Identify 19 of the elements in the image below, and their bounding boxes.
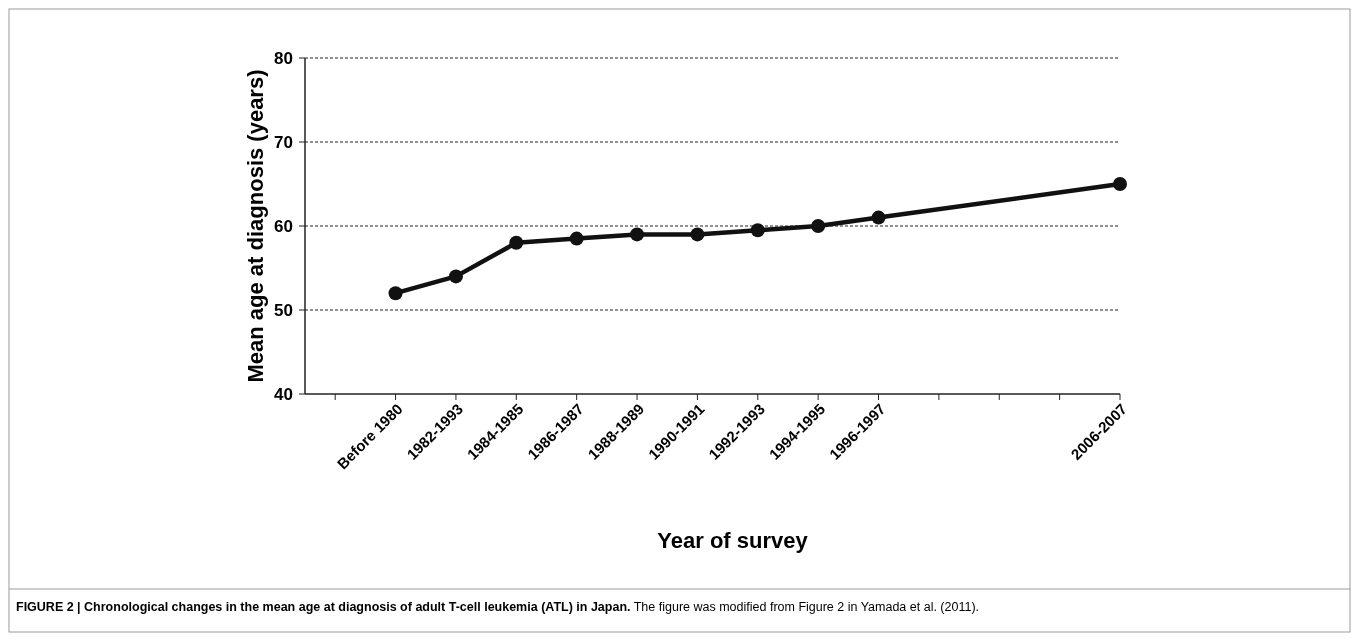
y-tick-label: 40 [274,384,293,404]
y-tick-label: 80 [274,48,293,68]
y-tick-label: 50 [274,300,293,320]
point [811,219,826,233]
point [1113,177,1127,191]
x-axis-title: Year of survey [657,528,809,553]
point [388,286,403,301]
text: The figure was modified from Figure 2 in Yamada et al. (2011). [630,600,980,614]
point [750,223,765,238]
point [509,235,524,250]
y-tick-label: 60 [274,216,293,236]
point [630,227,645,242]
y-tick-label: 70 [274,132,293,152]
y-axis-title: Mean age at diagnosis (years) [243,69,268,383]
caption: FIGURE 2 | Chronological changes in the mean age at diagnosis of adult T-cell leukemia (ATL) in Japan. [16,600,631,614]
point [448,269,463,284]
point [569,231,584,246]
point [690,227,705,242]
point [871,210,886,225]
